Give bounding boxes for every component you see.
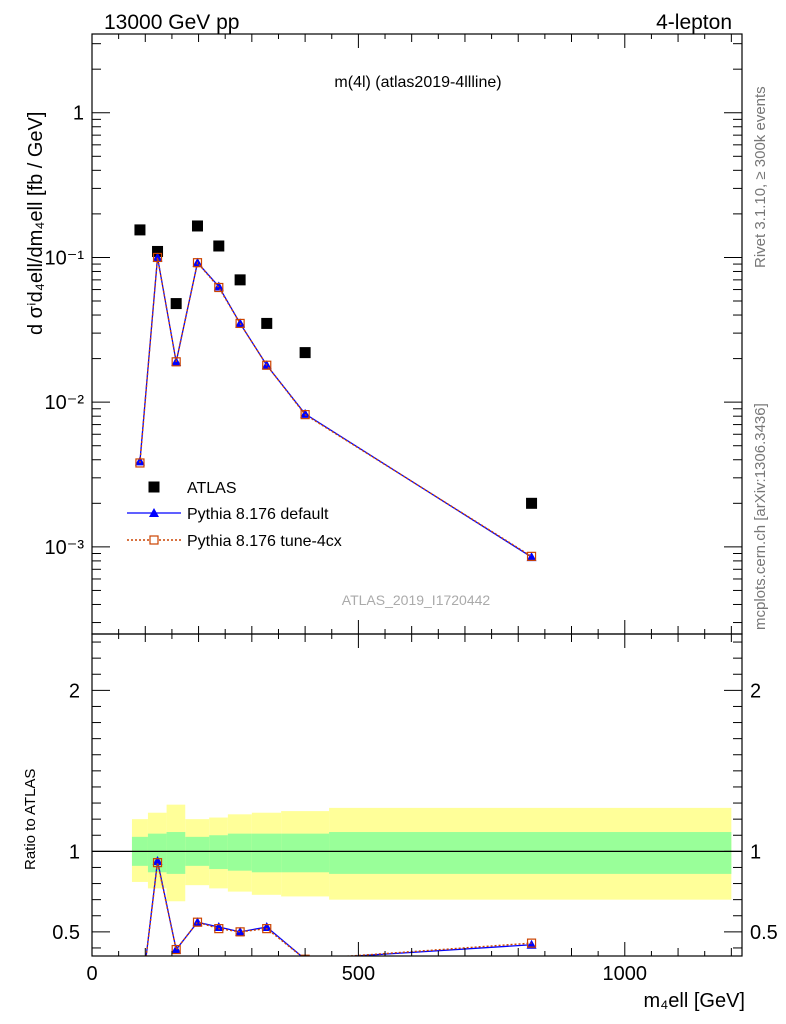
header-left-label: 13000 GeV pp bbox=[104, 11, 239, 34]
pythia-tune4cx-marker bbox=[192, 258, 203, 268]
pythia-default-marker bbox=[152, 252, 163, 262]
pythia-tune4cx-marker bbox=[300, 410, 310, 420]
ratio-inner-band-bin bbox=[227, 833, 252, 871]
atlas-data-point bbox=[299, 347, 311, 359]
ratio-pythia-tune4cx-marker bbox=[171, 944, 181, 955]
ratio-pythia-default-marker bbox=[152, 856, 163, 866]
x-tick-label: 500 bbox=[342, 963, 375, 985]
main-y-tick-label: 10⁻³ bbox=[45, 537, 85, 559]
ratio-y-tick-label-left: 2 bbox=[69, 680, 80, 702]
atlas-series bbox=[134, 220, 538, 509]
pythia-default-marker bbox=[526, 552, 537, 562]
main-y-tick-label: 10⁻² bbox=[45, 392, 85, 414]
axes-group: 0 500 1000 1 10⁻¹ 10⁻² 10⁻³ 0.5 0.5 1 1 2 2 bbox=[45, 33, 778, 985]
ratio-pythia-default-marker bbox=[135, 1003, 145, 1012]
pythia-tune4cx-marker bbox=[152, 252, 163, 263]
ratio-pythia-default-marker bbox=[235, 926, 246, 936]
ratio-inner-band-bin bbox=[209, 835, 228, 870]
plot-title: m(4l) (atlas2019-4llline) bbox=[334, 74, 501, 91]
legend-entry-label: Pythia 8.176 tune-4cx bbox=[187, 533, 342, 550]
ratio-pythia-default-marker bbox=[192, 917, 203, 927]
atlas-data-point bbox=[134, 224, 146, 236]
ratio-y-tick-label-left: 0.5 bbox=[52, 922, 80, 944]
ratio-inner-band-bin bbox=[329, 832, 732, 874]
pythia-tune4cx-marker bbox=[235, 318, 245, 329]
pythia-default-marker bbox=[235, 318, 246, 328]
ratio-y-tick-label-left: 1 bbox=[69, 841, 80, 863]
main-y-tick-label: 10⁻¹ bbox=[45, 247, 85, 269]
pythia-default-marker bbox=[300, 408, 311, 418]
legend: ATLAS Pythia 8.176 default Pythia 8.176 tu… bbox=[127, 480, 342, 550]
main-y-tick-label: 1 bbox=[73, 103, 84, 125]
ratio-y-tick-label-right: 1 bbox=[750, 841, 761, 863]
analysis-watermark: ATLAS_2019_I1720442 bbox=[342, 592, 491, 608]
atlas-data-point bbox=[191, 220, 203, 232]
atlas-data-point bbox=[152, 245, 164, 257]
pythia-default-marker bbox=[134, 456, 145, 466]
ratio-y-tick-label-right: 2 bbox=[750, 680, 761, 702]
ratio-pythia-default-marker bbox=[213, 922, 224, 932]
legend-atlas-marker bbox=[148, 481, 160, 493]
legend-tune4cx-marker bbox=[149, 535, 159, 545]
ratio-pythia-tune4cx-marker bbox=[235, 927, 245, 937]
pythia-tune4cx-marker bbox=[171, 357, 181, 367]
rivet-version-label: Rivet 3.1.10, ≥ 300k events bbox=[752, 86, 769, 268]
x-tick-label: 1000 bbox=[603, 963, 648, 985]
mcplots-label: mcplots.cern.ch [arXiv:1306.3436] bbox=[752, 403, 769, 630]
atlas-data-point bbox=[526, 497, 538, 509]
ratio-y-axis-label: Ratio to ATLAS bbox=[22, 769, 39, 870]
ratio-pythia-tune4cx-marker bbox=[136, 1004, 144, 1012]
atlas-data-point bbox=[170, 298, 182, 310]
pythia-tune4cx-marker bbox=[526, 551, 537, 561]
ratio-pythia-tune4cx-marker bbox=[192, 917, 203, 927]
pythia-tune4cx-marker bbox=[214, 282, 224, 293]
ratio-series-group bbox=[135, 856, 537, 1012]
ratio-pythia-default-marker bbox=[526, 939, 537, 949]
x-axis-label: m₄ell [GeV] bbox=[643, 990, 745, 1012]
legend-entry-label: ATLAS bbox=[187, 480, 237, 497]
ratio-inner-band-bin bbox=[166, 832, 186, 874]
pythia-tune4cx-marker bbox=[135, 458, 145, 468]
atlas-data-point bbox=[213, 240, 225, 252]
ratio-inner-band-bin bbox=[251, 833, 282, 873]
header-right-label: 4-lepton bbox=[656, 11, 732, 34]
ratio-pythia-tune4cx-marker bbox=[152, 858, 163, 868]
main-y-axis-label: d σⁱd₄ell/dm₄ell [fb / GeV] bbox=[25, 112, 47, 335]
atlas-data-point bbox=[234, 274, 246, 286]
ratio-inner-band-bin bbox=[281, 833, 330, 873]
legend-entry-label: Pythia 8.176 default bbox=[187, 506, 329, 523]
ratio-pythia-tune4cx-marker bbox=[526, 938, 537, 948]
ratio-panel-frame bbox=[91, 633, 743, 957]
ratio-pythia-tune4cx-marker bbox=[262, 924, 272, 934]
main-series-group bbox=[134, 220, 538, 562]
pythia-tune4cx-series bbox=[135, 252, 537, 561]
legend-default-marker bbox=[149, 508, 159, 517]
x-tick-label: 0 bbox=[86, 963, 97, 985]
ratio-uncertainty-bands bbox=[92, 804, 742, 902]
ratio-pythia-tune4cx-series-line bbox=[145, 862, 532, 956]
pythia-default-marker bbox=[213, 281, 224, 291]
ratio-y-tick-label-right: 0.5 bbox=[750, 922, 778, 944]
pythia-tune4cx-series-line bbox=[139, 257, 532, 557]
pythia-tune4cx-marker bbox=[262, 360, 272, 370]
ratio-pythia-default-marker bbox=[261, 922, 272, 932]
ratio-pythia-tune4cx-marker bbox=[214, 924, 224, 934]
ratio-pythia-tune4cx-series bbox=[136, 858, 537, 1012]
atlas-data-point bbox=[261, 317, 273, 329]
